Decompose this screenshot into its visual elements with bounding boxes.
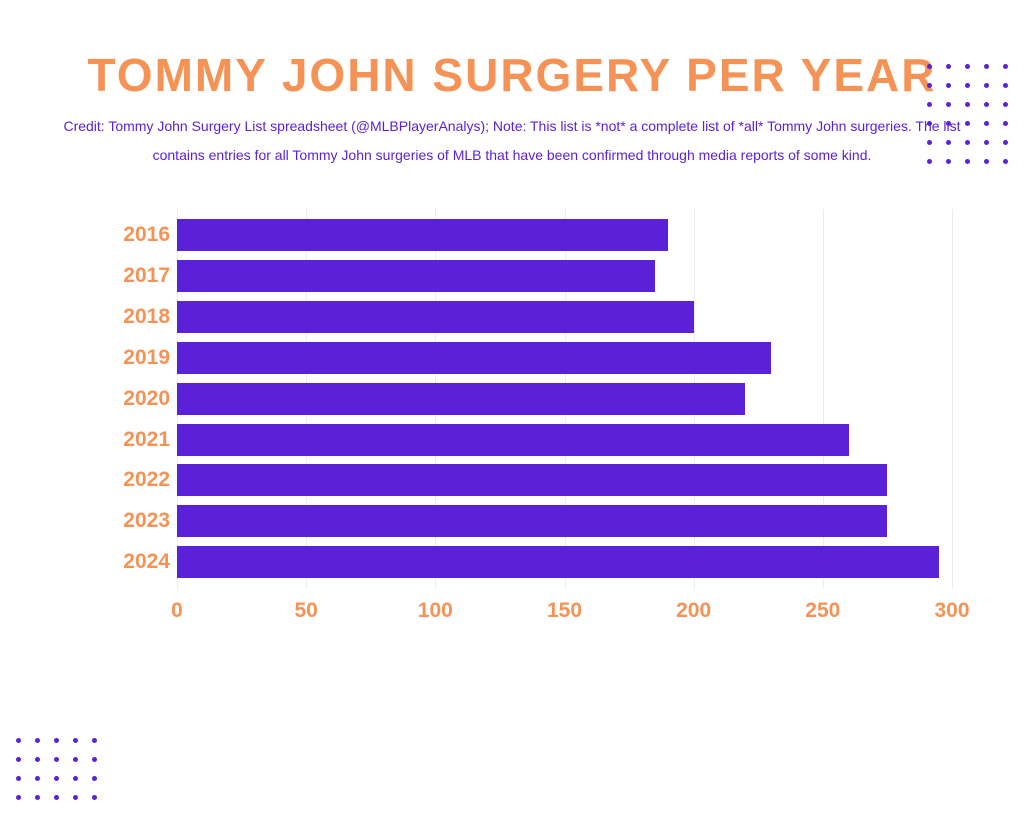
y-tick-label: 2019 bbox=[72, 342, 170, 374]
y-tick-label: 2023 bbox=[72, 505, 170, 537]
decorative-dot bbox=[984, 102, 989, 107]
credit-text: Credit: Tommy John Surgery List spreadsh… bbox=[52, 112, 972, 171]
decorative-dot bbox=[1003, 83, 1008, 88]
decorative-dot bbox=[16, 757, 21, 762]
bar bbox=[177, 464, 887, 496]
decorative-dot bbox=[73, 757, 78, 762]
decorative-dot bbox=[927, 159, 932, 164]
bar bbox=[177, 546, 939, 578]
decorative-dot bbox=[73, 795, 78, 800]
decorative-dot bbox=[965, 102, 970, 107]
bar bbox=[177, 342, 771, 374]
decorative-dot bbox=[54, 795, 59, 800]
decorative-dot bbox=[927, 140, 932, 145]
decorative-dot bbox=[92, 757, 97, 762]
page-title: TOMMY JOHN SURGERY PER YEAR bbox=[0, 48, 1024, 102]
bar bbox=[177, 505, 887, 537]
decorative-dot bbox=[35, 795, 40, 800]
bar bbox=[177, 424, 849, 456]
x-tick-label: 50 bbox=[294, 599, 317, 623]
decorative-dot bbox=[92, 795, 97, 800]
decorative-dot bbox=[984, 159, 989, 164]
decorative-dot bbox=[984, 140, 989, 145]
decorative-dot bbox=[92, 776, 97, 781]
decorative-dot bbox=[965, 159, 970, 164]
decorative-dot bbox=[54, 776, 59, 781]
decorative-dot bbox=[16, 776, 21, 781]
bars bbox=[177, 209, 952, 589]
decorative-dot bbox=[16, 795, 21, 800]
decorative-dot bbox=[965, 64, 970, 69]
decorative-dot bbox=[35, 776, 40, 781]
decorative-dot bbox=[1003, 140, 1008, 145]
decorative-dot bbox=[984, 83, 989, 88]
decorative-dot bbox=[965, 140, 970, 145]
x-axis-labels: 050100150200250300 bbox=[177, 595, 952, 629]
decorative-dot bbox=[927, 64, 932, 69]
chart: 2016 2017 2018 2019 2020 2021 2022 2023 2024 0 50… bbox=[72, 199, 952, 629]
y-axis-labels: 2016 2017 2018 2019 2020 2021 2022 2023 2024 bbox=[72, 209, 170, 589]
gridline bbox=[952, 209, 953, 589]
decorative-dot bbox=[35, 757, 40, 762]
y-tick-label: 2016 bbox=[72, 219, 170, 251]
bar bbox=[177, 219, 668, 251]
bar bbox=[177, 260, 655, 292]
decorative-dot bbox=[946, 83, 951, 88]
y-tick-label: 2024 bbox=[72, 546, 170, 578]
decorative-dot bbox=[946, 121, 951, 126]
decorative-dot bbox=[54, 757, 59, 762]
bar bbox=[177, 383, 745, 415]
decorative-dot bbox=[92, 738, 97, 743]
decorative-dot bbox=[984, 121, 989, 126]
decorative-dot bbox=[965, 83, 970, 88]
x-tick-label: 300 bbox=[934, 599, 969, 623]
x-tick-label: 150 bbox=[547, 599, 582, 623]
x-tick-label: 0 bbox=[171, 599, 183, 623]
bar bbox=[177, 301, 694, 333]
plot-area bbox=[177, 209, 952, 589]
decorative-dot bbox=[73, 738, 78, 743]
decorative-dot bbox=[54, 738, 59, 743]
y-tick-label: 2017 bbox=[72, 260, 170, 292]
dot-grid-top-right bbox=[927, 64, 1008, 164]
decorative-dot bbox=[946, 64, 951, 69]
y-tick-label: 2021 bbox=[72, 424, 170, 456]
decorative-dot bbox=[946, 159, 951, 164]
decorative-dot bbox=[35, 738, 40, 743]
decorative-dot bbox=[1003, 121, 1008, 126]
decorative-dot bbox=[965, 121, 970, 126]
x-tick-label: 100 bbox=[418, 599, 453, 623]
decorative-dot bbox=[927, 121, 932, 126]
decorative-dot bbox=[927, 83, 932, 88]
y-tick-label: 2022 bbox=[72, 464, 170, 496]
decorative-dot bbox=[946, 140, 951, 145]
x-tick-label: 200 bbox=[676, 599, 711, 623]
y-tick-label: 2018 bbox=[72, 301, 170, 333]
decorative-dot bbox=[1003, 159, 1008, 164]
decorative-dot bbox=[927, 102, 932, 107]
y-tick-label: 2020 bbox=[72, 383, 170, 415]
decorative-dot bbox=[1003, 64, 1008, 69]
decorative-dot bbox=[984, 64, 989, 69]
dot-grid-bottom-left bbox=[16, 738, 97, 800]
x-tick-label: 250 bbox=[805, 599, 840, 623]
decorative-dot bbox=[73, 776, 78, 781]
decorative-dot bbox=[1003, 102, 1008, 107]
decorative-dot bbox=[946, 102, 951, 107]
decorative-dot bbox=[16, 738, 21, 743]
